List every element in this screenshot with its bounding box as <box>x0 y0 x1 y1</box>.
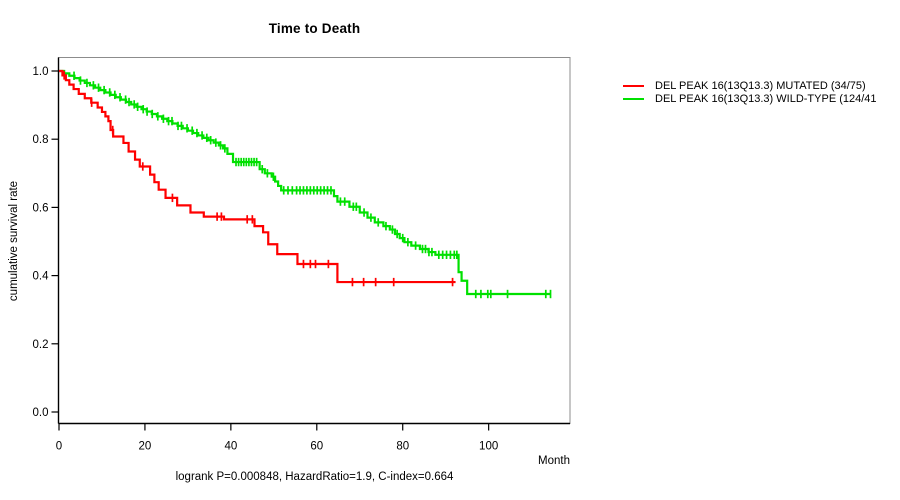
legend-item-mutated: DEL PEAK 16(13Q13.3) MUTATED (34/75) <box>623 80 877 93</box>
svg-text:60: 60 <box>310 441 323 453</box>
svg-text:100: 100 <box>479 441 498 453</box>
survival-curve <box>59 69 551 296</box>
svg-text:0.4: 0.4 <box>33 271 50 283</box>
svg-text:0.8: 0.8 <box>33 134 49 146</box>
legend-line-green-icon <box>623 97 644 100</box>
svg-text:20: 20 <box>139 441 152 453</box>
svg-text:1.0: 1.0 <box>33 66 49 78</box>
chart-title: Time to Death <box>268 21 361 36</box>
svg-text:0.6: 0.6 <box>33 202 49 214</box>
legend: DEL PEAK 16(13Q13.3) MUTATED (34/75) DEL… <box>623 80 877 105</box>
legend-line-red-icon <box>623 85 644 88</box>
survival-curve <box>59 69 456 284</box>
svg-text:0.0: 0.0 <box>33 407 49 419</box>
stats-line: logrank P=0.000848, HazardRatio=1.9, C-i… <box>175 471 454 483</box>
legend-label-mutated: DEL PEAK 16(13Q13.3) MUTATED (34/75) <box>655 80 866 93</box>
svg-text:0.2: 0.2 <box>33 339 49 351</box>
x-axis-label: Month <box>538 455 570 467</box>
svg-text:40: 40 <box>224 441 237 453</box>
legend-label-wildtype: DEL PEAK 16(13Q13.3) WILD-TYPE (124/41 <box>655 92 877 105</box>
y-axis-label: cumulative survival rate <box>8 180 20 302</box>
svg-text:0: 0 <box>56 441 62 453</box>
legend-item-wildtype: DEL PEAK 16(13Q13.3) WILD-TYPE (124/41 <box>623 93 877 106</box>
svg-text:80: 80 <box>396 441 409 453</box>
